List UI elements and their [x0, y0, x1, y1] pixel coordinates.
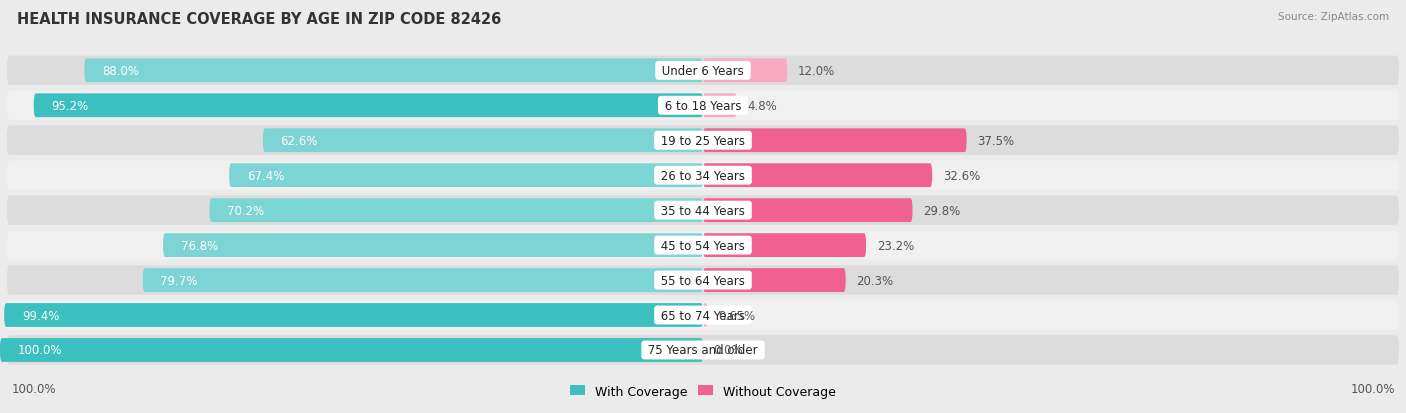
- Text: 23.2%: 23.2%: [877, 239, 914, 252]
- FancyBboxPatch shape: [7, 266, 1399, 295]
- Text: 26 to 34 Years: 26 to 34 Years: [657, 169, 749, 182]
- FancyBboxPatch shape: [7, 231, 1399, 260]
- FancyBboxPatch shape: [142, 268, 703, 292]
- FancyBboxPatch shape: [703, 94, 737, 118]
- FancyBboxPatch shape: [7, 91, 1399, 121]
- FancyBboxPatch shape: [7, 335, 1399, 365]
- Text: 0.0%: 0.0%: [713, 344, 744, 356]
- Text: 76.8%: 76.8%: [181, 239, 218, 252]
- FancyBboxPatch shape: [703, 59, 787, 83]
- Text: Source: ZipAtlas.com: Source: ZipAtlas.com: [1278, 12, 1389, 22]
- FancyBboxPatch shape: [7, 57, 1399, 86]
- Text: 75 Years and older: 75 Years and older: [644, 344, 762, 356]
- Text: 20.3%: 20.3%: [856, 274, 893, 287]
- Text: 0.65%: 0.65%: [718, 309, 755, 322]
- FancyBboxPatch shape: [703, 164, 932, 188]
- FancyBboxPatch shape: [7, 126, 1399, 156]
- FancyBboxPatch shape: [34, 94, 703, 118]
- FancyBboxPatch shape: [7, 301, 1399, 330]
- Text: 67.4%: 67.4%: [246, 169, 284, 182]
- Text: 79.7%: 79.7%: [160, 274, 198, 287]
- Text: 6 to 18 Years: 6 to 18 Years: [661, 100, 745, 112]
- FancyBboxPatch shape: [0, 338, 703, 362]
- FancyBboxPatch shape: [703, 234, 866, 257]
- Text: Under 6 Years: Under 6 Years: [658, 65, 748, 78]
- Text: 100.0%: 100.0%: [1350, 382, 1395, 395]
- Text: 95.2%: 95.2%: [51, 100, 89, 112]
- Text: 37.5%: 37.5%: [977, 134, 1014, 147]
- Text: 99.4%: 99.4%: [21, 309, 59, 322]
- FancyBboxPatch shape: [703, 268, 846, 292]
- FancyBboxPatch shape: [209, 199, 703, 223]
- Text: 88.0%: 88.0%: [101, 65, 139, 78]
- FancyBboxPatch shape: [703, 199, 912, 223]
- FancyBboxPatch shape: [703, 129, 967, 153]
- Text: 45 to 54 Years: 45 to 54 Years: [657, 239, 749, 252]
- Text: 29.8%: 29.8%: [922, 204, 960, 217]
- Text: 62.6%: 62.6%: [280, 134, 318, 147]
- FancyBboxPatch shape: [229, 164, 703, 188]
- Text: HEALTH INSURANCE COVERAGE BY AGE IN ZIP CODE 82426: HEALTH INSURANCE COVERAGE BY AGE IN ZIP …: [17, 12, 501, 27]
- FancyBboxPatch shape: [7, 161, 1399, 190]
- Text: 35 to 44 Years: 35 to 44 Years: [657, 204, 749, 217]
- FancyBboxPatch shape: [703, 304, 707, 327]
- Text: 100.0%: 100.0%: [11, 382, 56, 395]
- Text: 70.2%: 70.2%: [226, 204, 264, 217]
- Text: 4.8%: 4.8%: [748, 100, 778, 112]
- FancyBboxPatch shape: [84, 59, 703, 83]
- Legend: With Coverage, Without Coverage: With Coverage, Without Coverage: [565, 380, 841, 403]
- FancyBboxPatch shape: [7, 196, 1399, 225]
- FancyBboxPatch shape: [163, 234, 703, 257]
- Text: 32.6%: 32.6%: [942, 169, 980, 182]
- Text: 12.0%: 12.0%: [799, 65, 835, 78]
- FancyBboxPatch shape: [4, 304, 703, 327]
- Text: 55 to 64 Years: 55 to 64 Years: [657, 274, 749, 287]
- Text: 65 to 74 Years: 65 to 74 Years: [657, 309, 749, 322]
- Text: 19 to 25 Years: 19 to 25 Years: [657, 134, 749, 147]
- FancyBboxPatch shape: [263, 129, 703, 153]
- Text: 100.0%: 100.0%: [17, 344, 62, 356]
